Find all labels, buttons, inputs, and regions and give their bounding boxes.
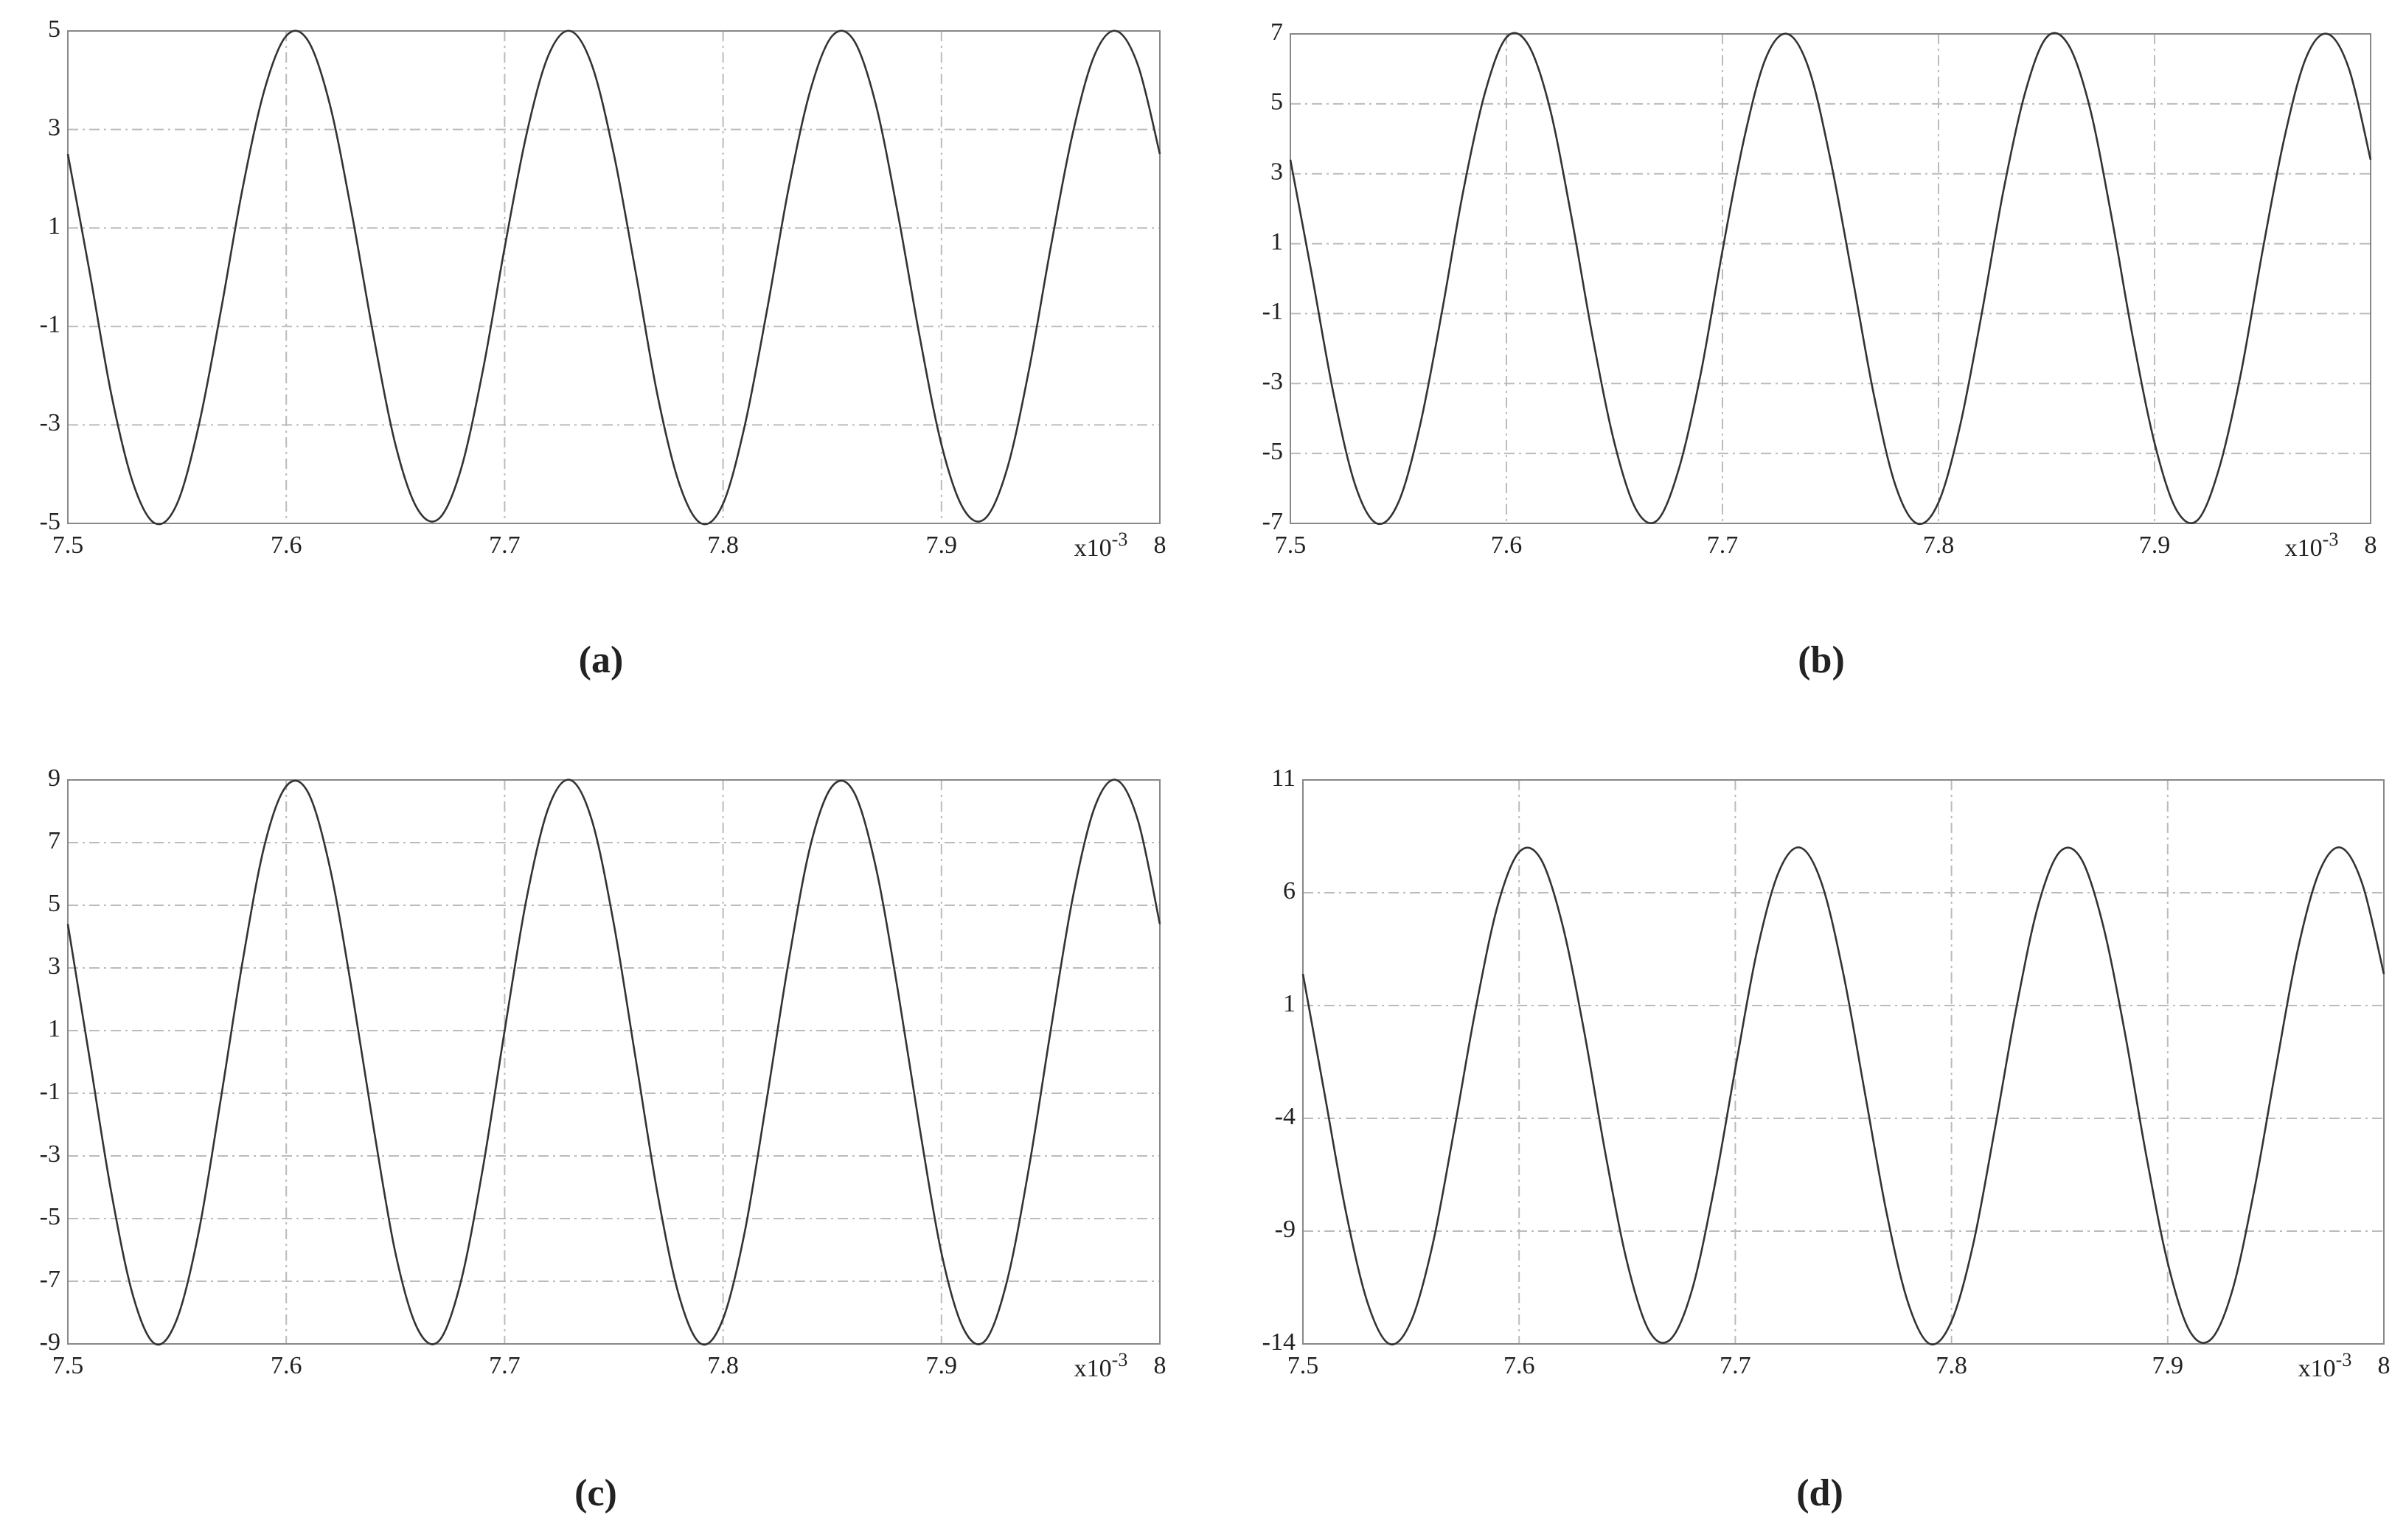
x-multiplier-exponent: -3: [1112, 529, 1128, 550]
y-tick-label: 5: [1270, 88, 1283, 116]
x-tick-label: 7.9: [926, 1352, 958, 1379]
x-tick-label: 7.5: [52, 1352, 84, 1379]
x-tick-label: 7.5: [52, 532, 84, 559]
x-multiplier-base: x10: [2285, 534, 2323, 562]
x-multiplier: x10-3: [2298, 1349, 2352, 1382]
y-tick-label: -1: [40, 311, 60, 338]
y-tick-label: 7: [48, 827, 60, 854]
y-tick-label: 11: [1271, 764, 1296, 792]
y-tick-label: 7: [1270, 18, 1283, 46]
x-multiplier-exponent: -3: [1112, 1349, 1128, 1370]
x-tick-label: 7.9: [926, 532, 958, 559]
y-tick-label: -5: [1262, 438, 1283, 465]
x-multiplier-exponent: -3: [2336, 1349, 2352, 1370]
x-tick-label: 7.5: [1275, 532, 1307, 559]
y-tick-label: 3: [48, 952, 60, 980]
chart-panel: -14 -9 -4 1 6 11 7.5 7.6 7.7 7.8 7.9 8 x10-3 (d): [1262, 764, 2391, 1514]
series-line: [1301, 846, 2385, 1346]
x-multiplier-exponent: -3: [2323, 529, 2339, 550]
x-tick-label: 8: [2378, 1352, 2391, 1379]
y-tick-label: -7: [1262, 508, 1283, 535]
y-tick-label: 1: [1283, 990, 1296, 1017]
x-tick-label: 7.7: [1707, 532, 1739, 559]
x-multiplier: x10-3: [1074, 1349, 1128, 1382]
y-tick-label: 9: [48, 764, 60, 792]
x-tick-label: 7.6: [1503, 1352, 1535, 1379]
x-tick-label: 7.9: [2152, 1352, 2184, 1379]
x-tick-label: 7.9: [2139, 532, 2171, 559]
panel-caption: (d): [1796, 1472, 1843, 1514]
y-tick-label: 3: [1270, 158, 1283, 186]
y-tick-label: 1: [1270, 228, 1283, 255]
x-tick-label: 7.8: [1923, 532, 1955, 559]
y-tick-label: -4: [1275, 1103, 1296, 1130]
x-tick-label: 7.7: [489, 532, 521, 559]
x-tick-label: 7.6: [271, 532, 302, 559]
x-tick-label: 8: [2365, 532, 2377, 559]
x-multiplier: x10-3: [1074, 529, 1128, 562]
plot-frame: [1290, 33, 2371, 524]
series-line: [1289, 32, 2372, 526]
x-tick-label: 7.8: [707, 1352, 739, 1379]
y-tick-label: -3: [40, 409, 60, 436]
panel-caption: (a): [579, 639, 624, 681]
series-line: [66, 778, 1161, 1346]
x-tick-label: 7.7: [489, 1352, 521, 1379]
x-tick-label: 7.7: [1720, 1352, 1751, 1379]
y-tick-label: 5: [48, 15, 60, 43]
y-tick-label: 6: [1283, 877, 1296, 905]
panel-caption: (b): [1798, 639, 1845, 681]
x-tick-label: 8: [1154, 532, 1167, 559]
y-tick-label: -5: [40, 1203, 60, 1230]
plot-frame: [67, 779, 1161, 1345]
y-tick-label: -5: [40, 508, 60, 535]
y-tick-label: -1: [1262, 298, 1283, 325]
y-tick-label: 3: [48, 114, 60, 141]
y-tick-label: 1: [48, 212, 60, 240]
y-tick-label: -3: [1262, 368, 1283, 395]
series-line: [66, 29, 1161, 526]
x-multiplier: x10-3: [2285, 529, 2339, 562]
x-tick-label: 8: [1154, 1352, 1167, 1379]
x-tick-label: 7.5: [1287, 1352, 1319, 1379]
x-multiplier-base: x10: [1074, 1355, 1112, 1382]
x-tick-label: 7.6: [1491, 532, 1523, 559]
x-tick-label: 7.8: [1936, 1352, 1967, 1379]
x-multiplier-base: x10: [2298, 1355, 2336, 1382]
y-tick-label: -7: [40, 1266, 60, 1293]
plot-frame: [67, 30, 1161, 524]
x-tick-label: 7.8: [707, 532, 739, 559]
y-tick-label: -14: [1262, 1328, 1296, 1356]
y-tick-label: -3: [40, 1140, 60, 1168]
y-tick-label: 5: [48, 890, 60, 917]
y-tick-label: -9: [40, 1328, 60, 1356]
panel-caption: (c): [574, 1472, 617, 1514]
y-tick-label: -9: [1275, 1216, 1296, 1243]
x-multiplier-base: x10: [1074, 534, 1112, 562]
x-tick-label: 7.6: [271, 1352, 302, 1379]
y-tick-label: -1: [40, 1078, 60, 1105]
plot-frame: [1302, 779, 2385, 1345]
y-tick-label: 1: [48, 1015, 60, 1042]
